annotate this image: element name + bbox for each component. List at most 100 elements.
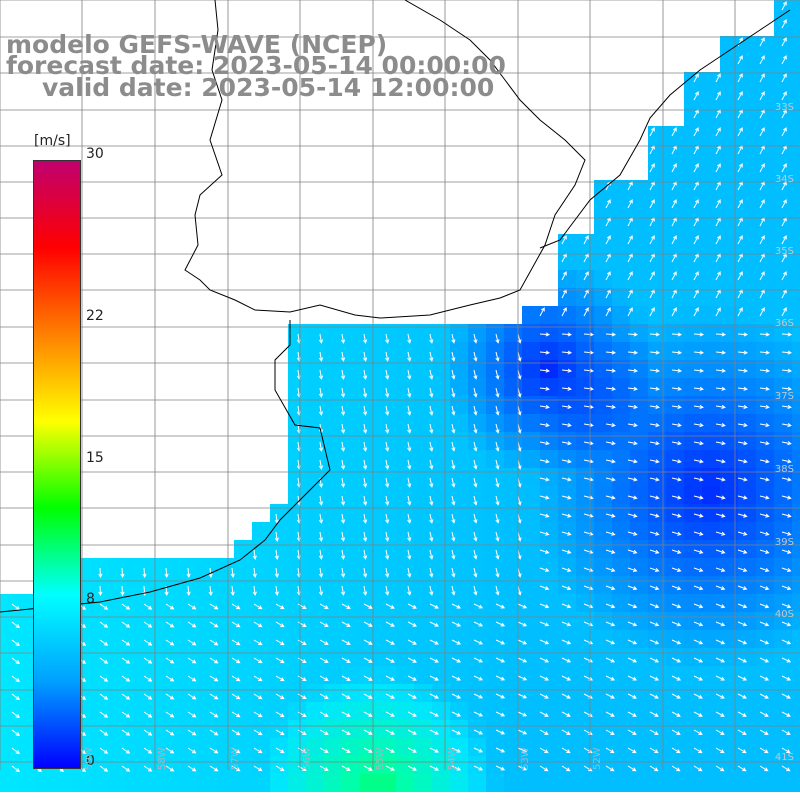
speed-cell <box>720 684 738 702</box>
wind-arrow <box>737 368 748 373</box>
speed-cell <box>378 774 396 792</box>
speed-cell <box>540 486 558 504</box>
wind-arrow <box>341 621 351 627</box>
speed-cell <box>576 378 594 396</box>
wind-arrow <box>693 235 699 245</box>
wind-arrow <box>429 729 439 735</box>
speed-cell <box>756 522 774 540</box>
speed-cell <box>666 414 684 432</box>
wind-arrow <box>539 729 549 735</box>
wind-arrow <box>781 37 787 47</box>
speed-cell <box>270 720 288 738</box>
speed-cell <box>774 504 792 522</box>
speed-cell <box>252 756 270 774</box>
speed-cell <box>216 612 234 630</box>
speed-cell <box>522 774 540 792</box>
speed-cell <box>306 738 324 756</box>
wind-arrow <box>297 693 307 700</box>
speed-cell <box>720 234 738 252</box>
speed-cell <box>234 648 252 666</box>
speed-cell <box>558 432 576 450</box>
wind-arrow <box>627 729 637 735</box>
speed-cell <box>0 594 18 612</box>
wind-arrow <box>583 235 589 245</box>
wind-arrow <box>605 675 616 681</box>
speed-cell <box>594 558 612 576</box>
speed-cell <box>684 180 702 198</box>
lat-label: 33S <box>774 102 794 113</box>
speed-cell <box>576 558 594 576</box>
wind-arrow <box>429 603 439 609</box>
wind-arrow <box>671 422 682 428</box>
speed-cell <box>594 468 612 486</box>
speed-cell <box>558 342 576 360</box>
wind-arrow <box>451 747 462 753</box>
speed-cell <box>504 414 522 432</box>
wind-arrow <box>143 747 153 754</box>
speed-cell <box>756 54 774 72</box>
wind-arrow <box>715 235 721 245</box>
wind-arrow <box>187 747 197 754</box>
speed-cell <box>216 738 234 756</box>
wind-arrow <box>473 495 478 506</box>
wind-arrow <box>341 765 351 771</box>
speed-cell <box>360 666 378 684</box>
speed-cell <box>684 612 702 630</box>
speed-cell <box>90 774 108 792</box>
speed-cell <box>342 378 360 396</box>
wind-arrow <box>231 675 241 682</box>
wind-arrow <box>781 19 787 29</box>
wind-arrow <box>715 307 721 317</box>
wind-arrow <box>318 441 324 452</box>
wind-arrow <box>495 711 506 717</box>
speed-cell <box>684 414 702 432</box>
wind-arrow <box>143 675 153 682</box>
wind-arrow <box>583 368 594 373</box>
speed-cell <box>450 648 468 666</box>
speed-cell <box>540 774 558 792</box>
wind-arrow <box>539 368 550 373</box>
speed-cell <box>630 774 648 792</box>
wind-arrow <box>253 693 263 700</box>
speed-cell <box>126 738 144 756</box>
speed-cell <box>594 342 612 360</box>
wind-arrow <box>671 513 682 518</box>
speed-cell <box>108 576 126 594</box>
speed-cell <box>126 702 144 720</box>
speed-cell <box>738 648 756 666</box>
speed-cell <box>378 612 396 630</box>
speed-cell <box>450 666 468 684</box>
speed-cell <box>540 378 558 396</box>
speed-cell <box>576 774 594 792</box>
speed-cell <box>324 360 342 378</box>
speed-cell <box>792 450 800 468</box>
speed-cell <box>558 324 576 342</box>
wind-arrow <box>11 603 20 611</box>
speed-cell <box>504 486 522 504</box>
wind-arrow <box>671 765 681 772</box>
wind-arrow <box>473 747 484 753</box>
speed-cell <box>630 342 648 360</box>
wind-arrow <box>451 441 456 452</box>
wind-arrow <box>759 422 770 428</box>
wind-arrow <box>473 765 484 771</box>
speed-cell <box>522 594 540 612</box>
wind-arrow <box>363 729 373 735</box>
speed-cell <box>324 666 342 684</box>
speed-cell <box>360 774 378 792</box>
speed-cell <box>432 342 450 360</box>
speed-cell <box>630 666 648 684</box>
speed-cell <box>630 288 648 306</box>
wind-arrow <box>451 513 456 524</box>
wind-arrow <box>539 711 549 717</box>
lon-label: 57W <box>230 747 241 770</box>
speed-cell <box>666 360 684 378</box>
wind-arrow <box>583 459 594 464</box>
speed-cell <box>432 360 450 378</box>
wind-arrow <box>605 332 617 337</box>
speed-cell <box>342 612 360 630</box>
lat-label: 37S <box>774 391 794 402</box>
wind-arrow <box>649 621 660 627</box>
wind-arrow <box>318 351 324 362</box>
speed-cell <box>738 324 756 342</box>
